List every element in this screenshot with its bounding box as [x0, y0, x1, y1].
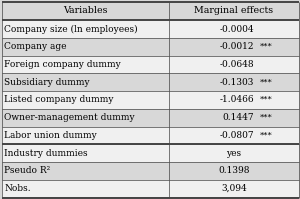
Text: 0.1447: 0.1447	[222, 113, 254, 122]
Text: Company size (ln employees): Company size (ln employees)	[4, 24, 138, 34]
Text: ***: ***	[260, 114, 273, 122]
Text: ***: ***	[260, 78, 273, 86]
Bar	[2, 56, 298, 73]
Bar	[2, 73, 298, 91]
Bar	[2, 38, 298, 56]
Text: Pseudo R²: Pseudo R²	[4, 166, 51, 175]
Bar	[2, 20, 298, 38]
Text: -0.0004: -0.0004	[219, 24, 254, 34]
Bar	[2, 127, 298, 144]
Text: Company age: Company age	[4, 42, 67, 51]
Text: ***: ***	[260, 96, 273, 104]
Text: Marginal effects: Marginal effects	[194, 6, 274, 15]
Text: yes: yes	[226, 149, 242, 158]
Text: Subsidiary dummy: Subsidiary dummy	[4, 78, 90, 87]
Bar	[2, 144, 298, 162]
Text: ***: ***	[260, 43, 273, 51]
Text: Owner-management dummy: Owner-management dummy	[4, 113, 135, 122]
Text: Foreign company dummy: Foreign company dummy	[4, 60, 121, 69]
Text: -0.0012: -0.0012	[219, 42, 254, 51]
Text: 0.1398: 0.1398	[218, 166, 250, 175]
Text: Nobs.: Nobs.	[4, 184, 31, 193]
Text: Listed company dummy: Listed company dummy	[4, 96, 114, 104]
Bar	[2, 162, 298, 180]
Bar	[2, 109, 298, 127]
Text: 3,094: 3,094	[221, 184, 247, 193]
Bar	[2, 91, 298, 109]
Text: -0.0807: -0.0807	[219, 131, 254, 140]
Text: -1.0466: -1.0466	[219, 96, 254, 104]
Text: Industry dummies: Industry dummies	[4, 149, 88, 158]
Bar	[2, 2, 298, 20]
Bar	[2, 180, 298, 197]
Text: ***: ***	[260, 132, 273, 139]
Text: -0.1303: -0.1303	[220, 78, 254, 87]
Text: Variables: Variables	[63, 6, 108, 15]
Text: Labor union dummy: Labor union dummy	[4, 131, 97, 140]
Text: -0.0648: -0.0648	[219, 60, 254, 69]
